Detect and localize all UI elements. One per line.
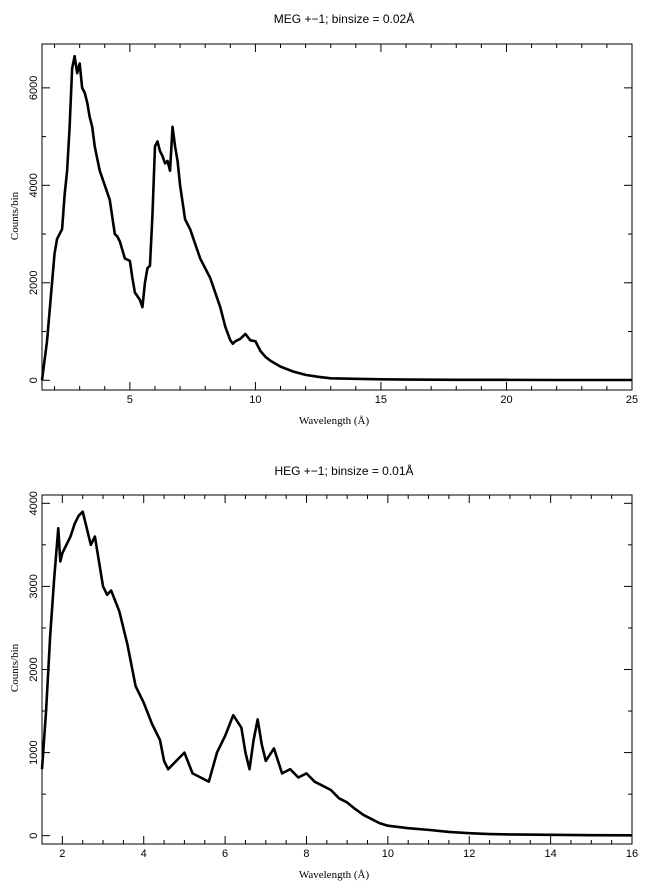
meg-y-tick-label: 4000: [28, 173, 40, 197]
heg-x-tick-label: 16: [626, 848, 638, 860]
heg-y-axis-label: Counts/bin: [9, 643, 21, 692]
meg-y-axis-label: Counts/bin: [9, 191, 21, 240]
meg-tick-marks: [42, 44, 633, 390]
meg-y-tick-label: 6000: [28, 76, 40, 100]
heg-y-tick-label: 3000: [28, 574, 40, 598]
meg-x-axis-label: Wavelength (Å): [299, 415, 370, 427]
heg-spectrum-line: [40, 510, 633, 837]
meg-tick-labels: 5 10 15 20 25 0 2000 4000 6000: [28, 76, 638, 406]
meg-x-tick-label: 20: [500, 394, 512, 406]
heg-y-tick-label: 4000: [28, 491, 40, 515]
meg-x-tick-label: 5: [127, 394, 133, 406]
heg-plot-frame: [41, 494, 633, 845]
meg-chart-title: MEG +−1; binsize = 0.02Å: [274, 11, 414, 26]
meg-panel: MEG +−1; binsize = 0.02Å 5 10 15 20 25 0 2000 4…: [9, 11, 638, 427]
heg-x-axis-label: Wavelength (Å): [299, 869, 370, 881]
heg-y-tick-label: 0: [28, 833, 40, 839]
meg-y-tick-label: 0: [28, 377, 40, 383]
heg-tick-labels: 2 4 6 8 10 12 14 16 0 1000 2000 3000 4000: [28, 491, 638, 860]
heg-chart-title: HEG +−1; binsize = 0.01Å: [274, 463, 413, 478]
meg-spectrum-line: [40, 54, 632, 382]
heg-x-tick-label: 10: [382, 848, 394, 860]
heg-x-tick-label: 14: [544, 848, 556, 860]
heg-panel: HEG +−1; binsize = 0.01Å 2 4 6 8 10 12 14 16 0 10…: [9, 463, 638, 881]
heg-x-tick-label: 6: [222, 848, 228, 860]
heg-y-tick-label: 1000: [28, 740, 40, 764]
heg-x-tick-label: 8: [303, 848, 309, 860]
heg-x-tick-label: 12: [463, 848, 475, 860]
meg-x-tick-label: 15: [375, 394, 387, 406]
meg-plot-frame: [41, 43, 633, 391]
heg-x-tick-label: 2: [59, 848, 65, 860]
meg-y-tick-label: 2000: [28, 271, 40, 295]
heg-y-tick-label: 2000: [28, 657, 40, 681]
meg-x-tick-label: 25: [626, 394, 638, 406]
meg-x-tick-label: 10: [249, 394, 261, 406]
heg-tick-marks: [41, 495, 633, 844]
heg-x-tick-label: 4: [141, 848, 147, 860]
